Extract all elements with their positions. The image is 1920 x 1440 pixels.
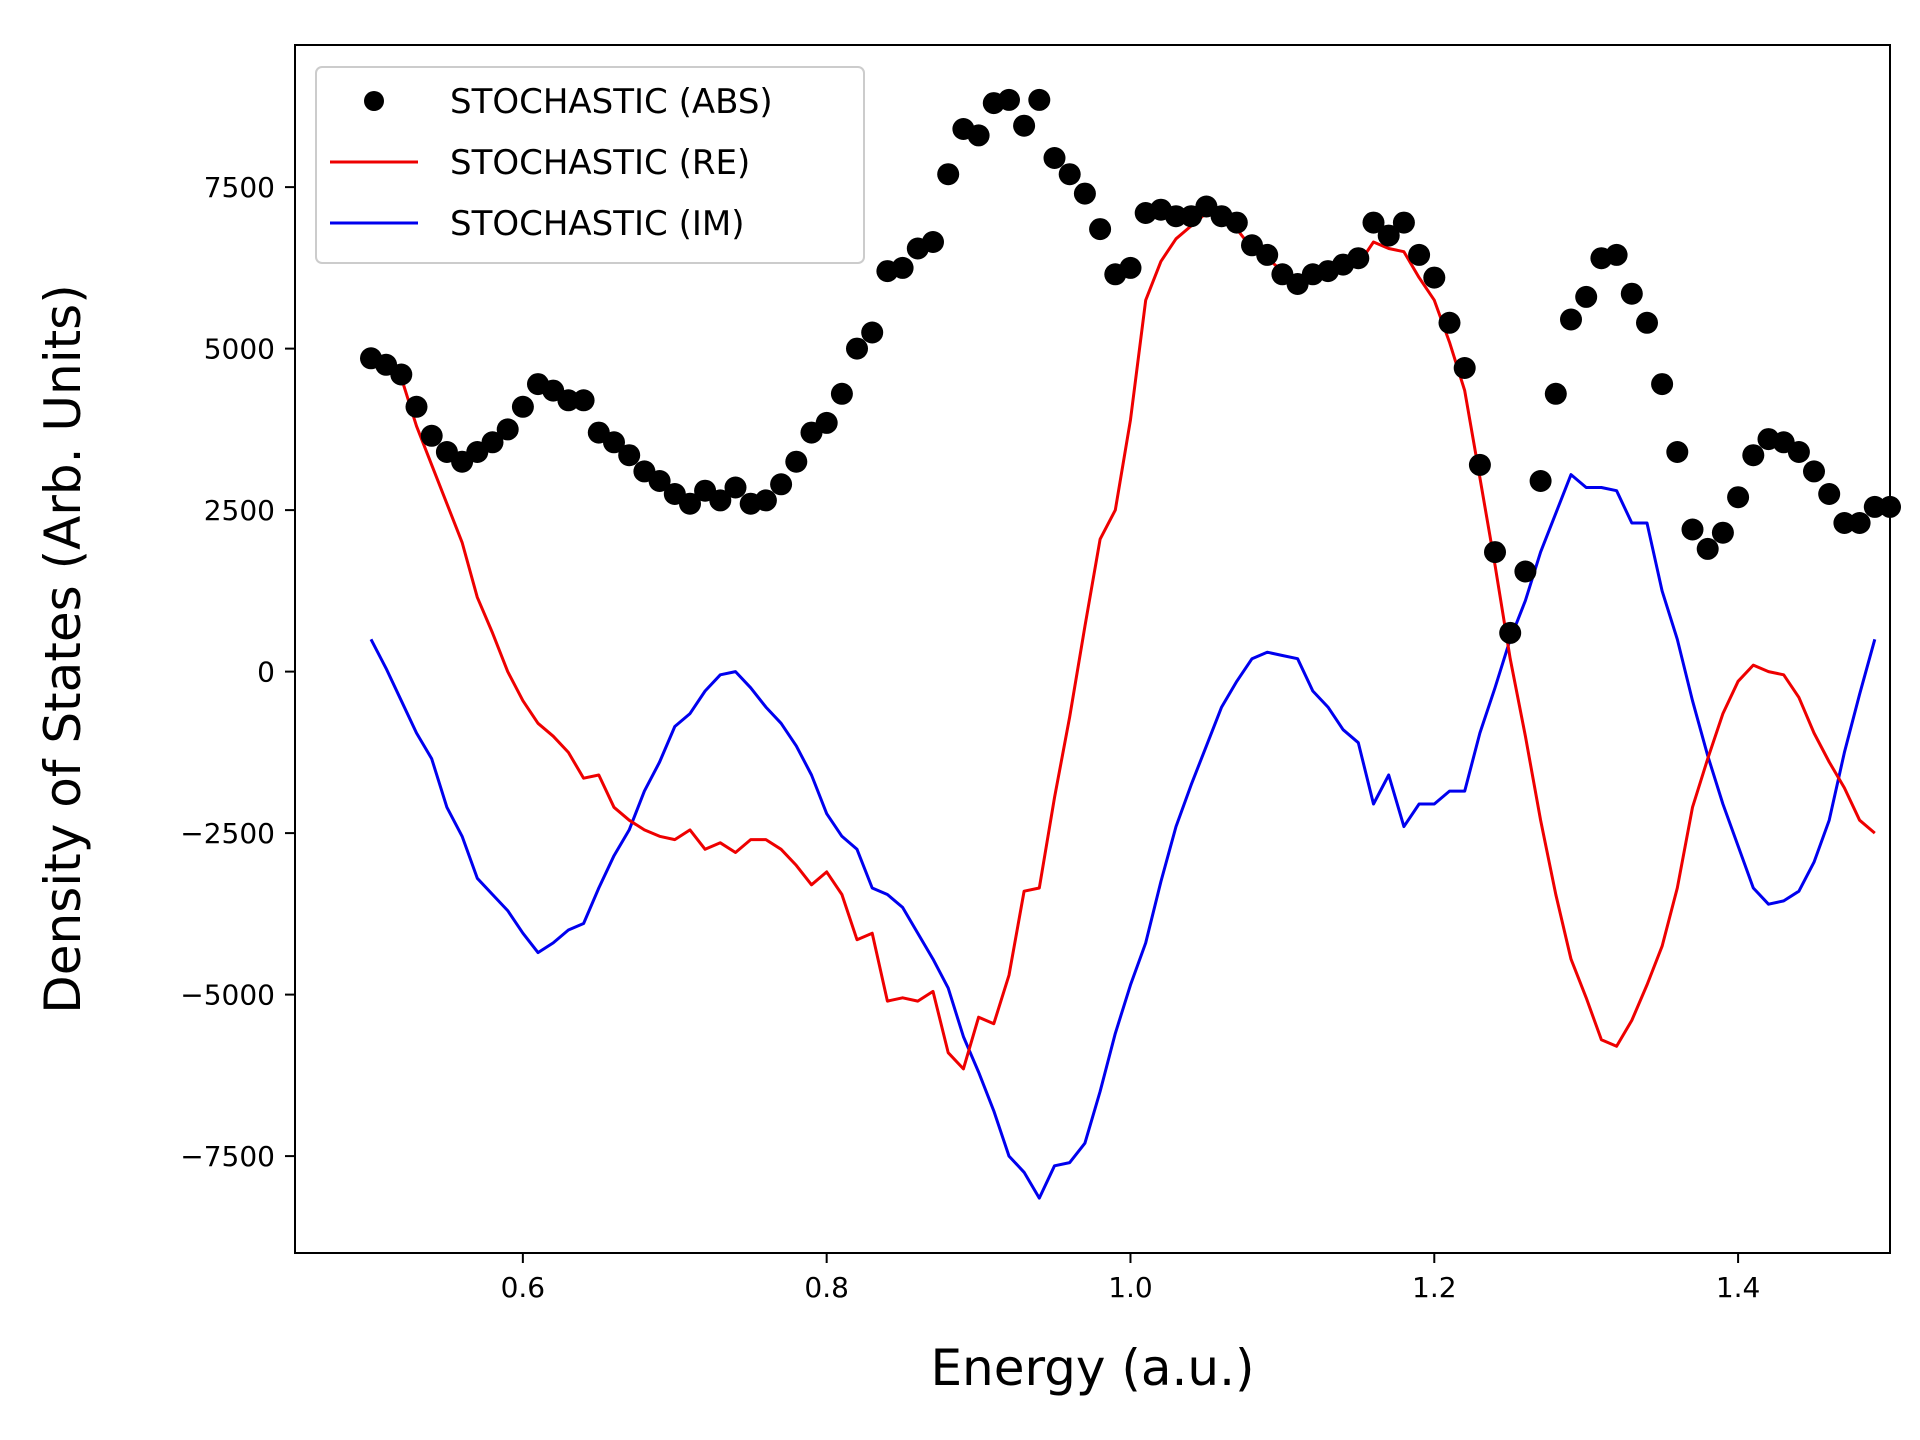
abs-data-point (922, 231, 944, 253)
abs-data-point (1833, 512, 1856, 534)
abs-data-point (1423, 266, 1446, 289)
abs-data-point (1787, 441, 1810, 463)
abs-data-point (1392, 211, 1415, 234)
abs-data-point (1377, 224, 1400, 247)
legend-box (315, 66, 865, 264)
abs-data-point (481, 431, 504, 454)
abs-data-point (861, 321, 884, 344)
abs-data-point (420, 424, 443, 447)
abs-data-point (1119, 256, 1142, 279)
x-tick-label: 0.8 (804, 1271, 849, 1304)
abs-data-point (1408, 243, 1431, 266)
plot-area (294, 44, 1901, 1254)
series-line-re (370, 211, 1876, 1071)
legend-label-re: STOCHASTIC (RE) (450, 143, 750, 183)
y-tick-label: −2500 (180, 817, 275, 850)
legend: STOCHASTIC (ABS) STOCHASTIC (RE) STOCHAS… (315, 66, 865, 264)
y-tick-label: 2500 (204, 494, 275, 527)
abs-data-point (618, 444, 641, 467)
abs-data-point (724, 476, 747, 499)
abs-data-point (1575, 285, 1598, 308)
abs-data-point (648, 470, 671, 492)
abs-data-point (1544, 382, 1567, 405)
abs-data-point (1484, 541, 1506, 564)
abs-data-point (1165, 205, 1187, 228)
abs-data-point (1636, 311, 1658, 334)
abs-data-point (785, 450, 808, 473)
legend-label-im: STOCHASTIC (IM) (450, 204, 745, 244)
series-layer (360, 88, 1901, 1200)
abs-data-point (1605, 243, 1628, 266)
abs-data-point (1666, 441, 1689, 463)
abs-data-point (390, 363, 413, 386)
abs-data-point (1803, 460, 1825, 483)
y-tick-label: −5000 (180, 979, 275, 1012)
abs-data-point (1711, 521, 1734, 544)
abs-data-point (1089, 218, 1112, 241)
abs-data-point (1453, 357, 1476, 379)
abs-data-point (1362, 211, 1385, 234)
x-tick-label: 0.6 (501, 1271, 546, 1304)
x-axis-title: Energy (a.u.) (930, 1339, 1254, 1397)
abs-data-point (830, 382, 853, 405)
abs-data-point (1058, 163, 1081, 186)
y-tick-label: 0 (257, 656, 275, 689)
abs-data-point (511, 395, 534, 418)
abs-data-point (1256, 243, 1279, 266)
abs-data-point (405, 395, 428, 418)
abs-data-point (1438, 311, 1461, 334)
abs-data-point (1818, 483, 1841, 505)
abs-data-point (603, 431, 625, 454)
abs-data-point (1499, 621, 1522, 644)
abs-data-point (846, 337, 868, 360)
abs-data-point (998, 88, 1020, 111)
abs-data-point (1043, 147, 1066, 169)
abs-data-point (709, 489, 732, 512)
abs-data-point (1347, 247, 1370, 270)
legend-marker-abs (364, 91, 384, 111)
x-axis: 0.6 0.8 1.0 1.2 1.4 (501, 1253, 1761, 1304)
x-tick-label: 1.2 (1412, 1271, 1457, 1304)
abs-data-point (937, 163, 960, 186)
abs-data-point (1514, 560, 1537, 583)
abs-data-point (1742, 444, 1765, 467)
abs-data-point (1529, 470, 1552, 492)
abs-data-point (572, 389, 595, 412)
abs-data-point (1028, 88, 1051, 111)
y-tick-label: 7500 (204, 171, 275, 204)
abs-data-point (1848, 512, 1871, 534)
abs-data-point (1468, 453, 1491, 476)
abs-data-point (1727, 486, 1750, 509)
y-axis-title: Density of States (Arb. Units) (34, 284, 92, 1014)
abs-data-point (1225, 211, 1248, 234)
abs-data-point (1696, 537, 1719, 560)
abs-data-point (1560, 308, 1582, 331)
abs-data-point (1620, 282, 1643, 305)
abs-data-point (754, 489, 777, 512)
legend-label-abs: STOCHASTIC (ABS) (450, 82, 773, 122)
abs-data-point (496, 418, 519, 441)
abs-data-point (1863, 495, 1886, 518)
axes-frame (294, 44, 1891, 1254)
abs-data-point (1651, 373, 1674, 396)
abs-data-point (557, 389, 580, 412)
abs-data-point (891, 256, 914, 279)
abs-data-point (967, 124, 990, 147)
abs-data-point (815, 411, 838, 434)
abs-data-point (770, 473, 793, 496)
abs-data-point (679, 492, 701, 515)
abs-data-point (1073, 182, 1096, 205)
y-tick-label: 5000 (204, 333, 275, 366)
x-tick-label: 1.4 (1716, 1271, 1761, 1304)
series-line-im (369, 473, 1877, 1200)
y-axis: 7500 5000 2500 0 −2500 −5000 −7500 (180, 171, 295, 1173)
abs-data-point (1681, 518, 1704, 541)
x-tick-label: 1.0 (1108, 1271, 1153, 1304)
abs-data-point (1013, 114, 1036, 137)
y-tick-label: −7500 (180, 1140, 275, 1173)
